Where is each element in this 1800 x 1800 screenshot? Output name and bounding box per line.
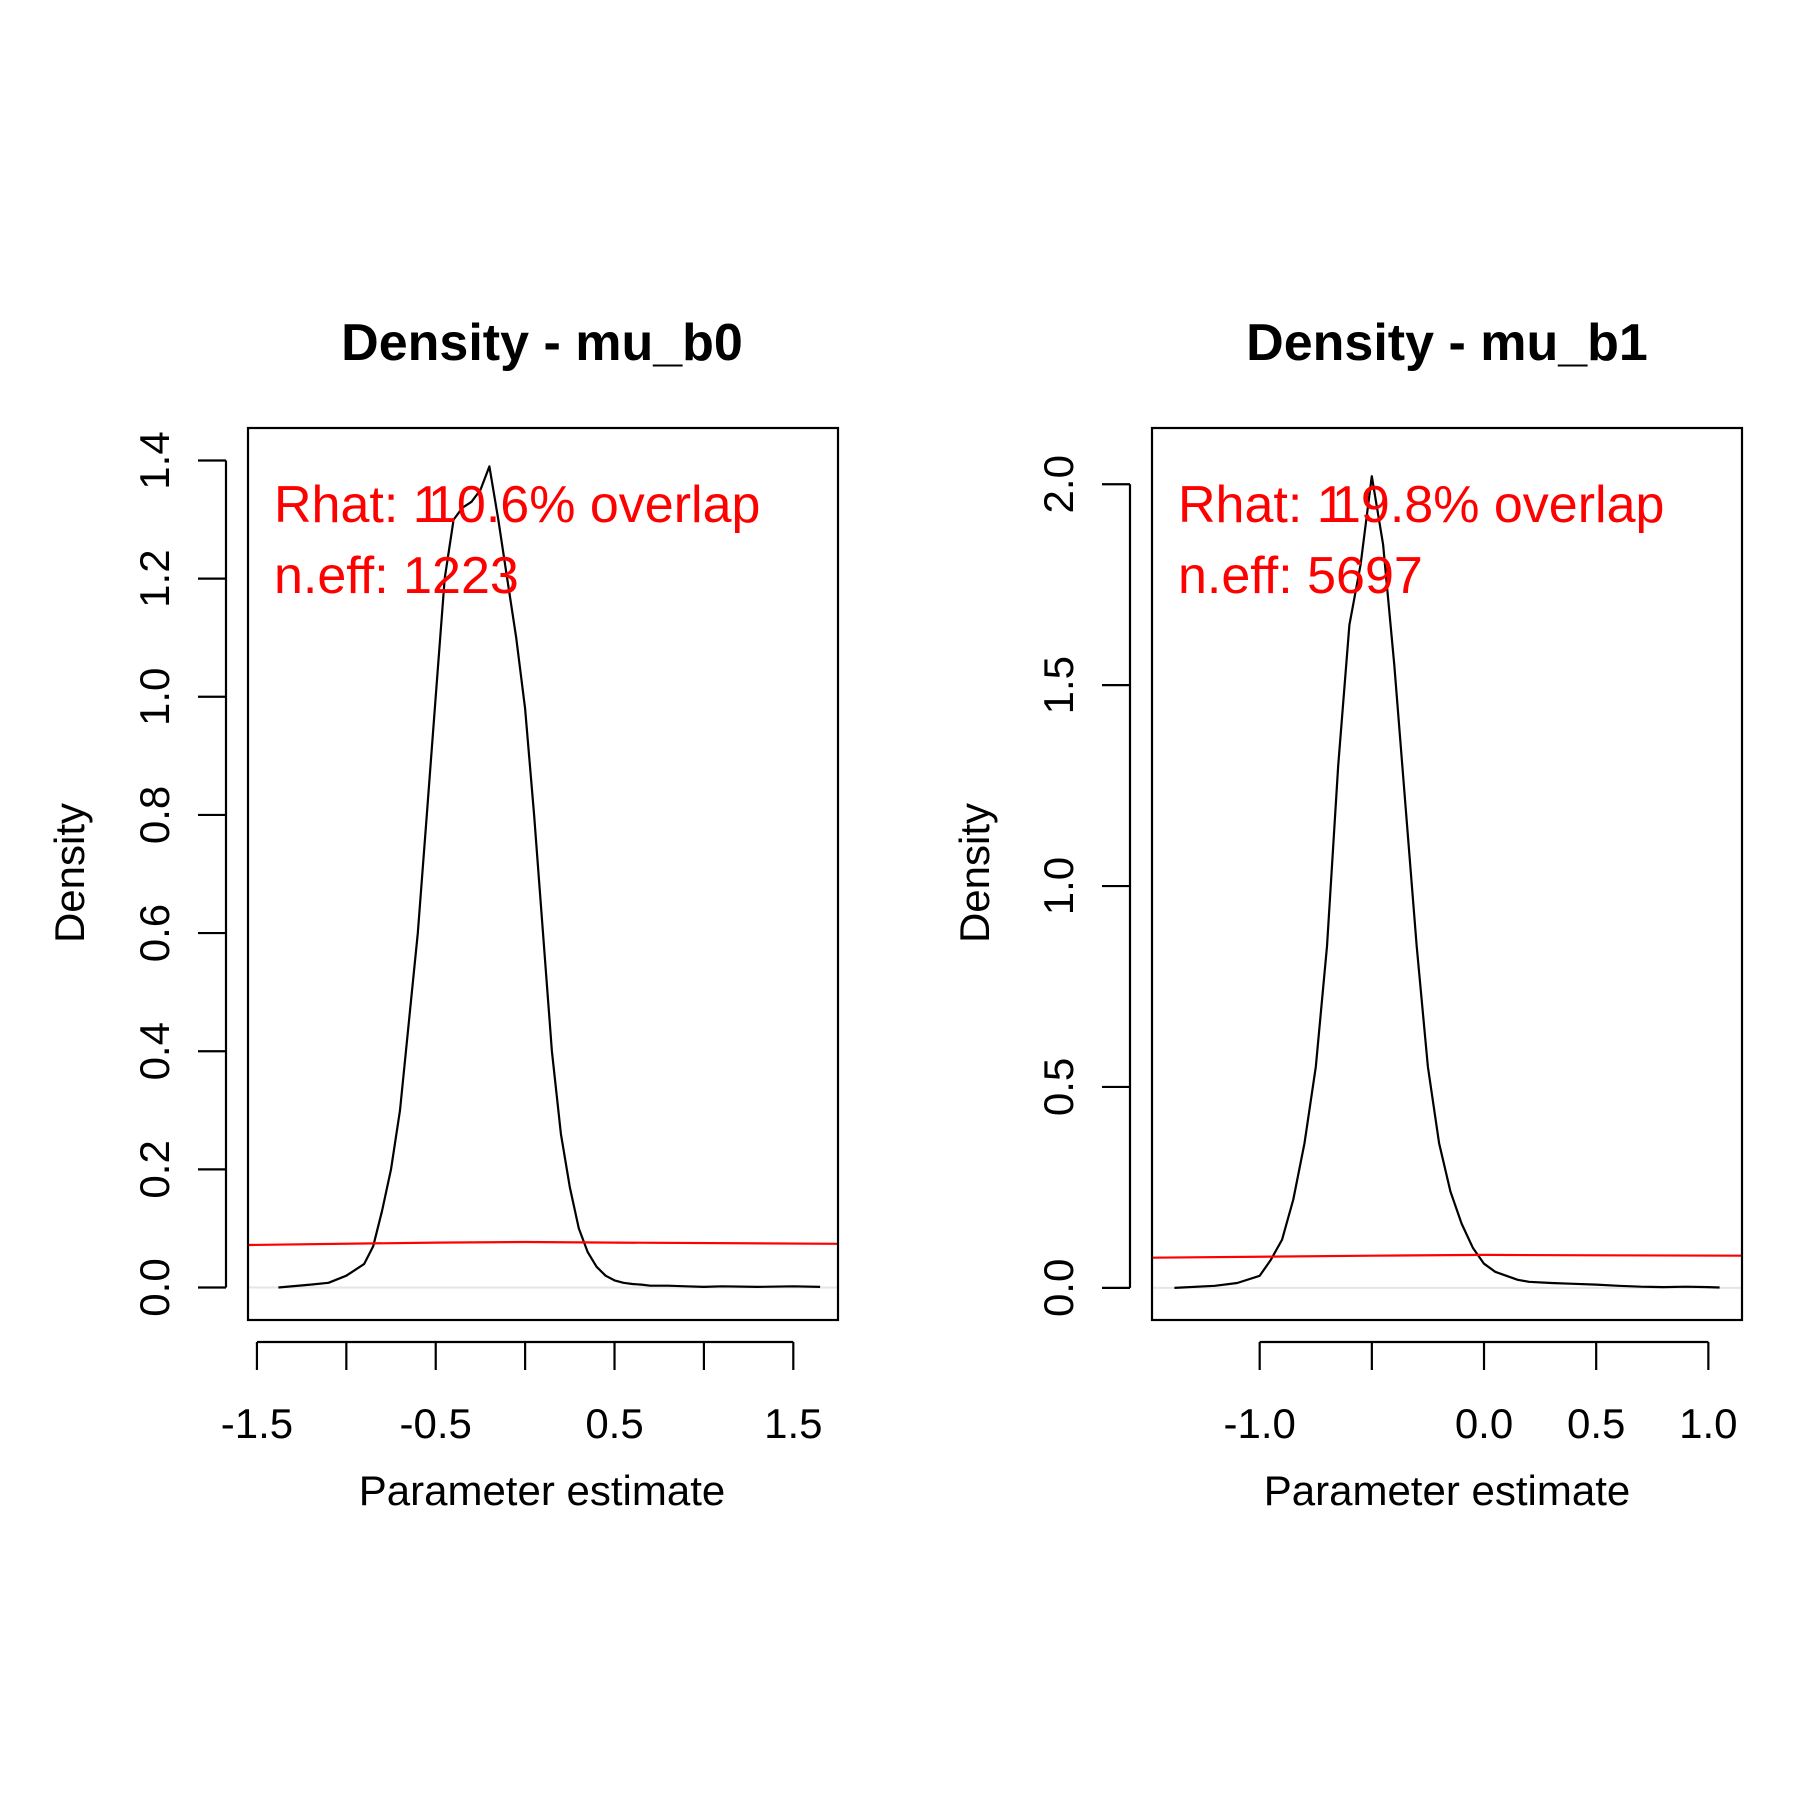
neff-label: n.eff: 5697 [1178,547,1423,605]
x-tick-label: -0.5 [400,1400,472,1447]
overlap-label: 19.8% overlap [1332,476,1664,534]
plot-area [247,465,839,1289]
y-tick-label: 0.4 [131,1022,178,1080]
y-tick-label: 2.0 [1035,455,1082,513]
y-tick-label: 0.2 [131,1140,178,1198]
y-tick-label: 0.0 [1035,1259,1082,1317]
prior-density-line [1151,1253,1743,1259]
x-tick-label: 0.0 [1455,1400,1513,1447]
plot-frame [246,426,840,1322]
rhat-label: Rhat: 1 [1178,476,1346,534]
y-tick-label: 0.0 [131,1258,178,1316]
density-panel-mu-b0: Density - mu_b0 Parameter estimate Densi… [46,314,840,1514]
neff-label: n.eff: 1223 [274,547,519,605]
y-tick-label: 0.6 [131,904,178,962]
chart-title: Density - mu_b1 [1246,314,1648,372]
x-axis-label: Parameter estimate [1264,1467,1630,1514]
x-axis: -1.5 -0.5 0.5 1.5 [221,1340,822,1447]
y-tick-label: 1.5 [1035,656,1082,714]
y-tick-label: 1.4 [131,431,178,489]
y-tick-label: 0.5 [1035,1058,1082,1116]
x-tick-label: 0.5 [1567,1400,1625,1447]
overlap-label: 10.6% overlap [428,476,760,534]
rhat-label: Rhat: 1 [274,476,442,534]
x-axis-label: Parameter estimate [359,1467,725,1514]
y-tick-label: 1.0 [131,668,178,726]
x-tick-label: -1.5 [221,1400,293,1447]
prior-density-line [247,1240,839,1247]
y-axis-label: Density [951,803,998,943]
posterior-density-line [1174,475,1720,1289]
y-axis: 0.0 0.2 0.4 0.6 0.8 1.0 1.2 1.4 [131,431,228,1317]
y-tick-label: 1.2 [131,549,178,607]
y-tick-label: 0.8 [131,786,178,844]
x-tick-label: 1.0 [1679,1400,1737,1447]
x-tick-label: 1.5 [764,1400,822,1447]
posterior-density-line [278,465,821,1289]
x-axis: -1.0 0.0 0.5 1.0 [1223,1340,1738,1447]
chart-title: Density - mu_b0 [341,314,743,372]
plot-frame [1150,426,1744,1322]
density-panel-mu-b1: Density - mu_b1 Parameter estimate Densi… [951,314,1744,1514]
y-axis-label: Density [46,803,93,943]
plot-area [1151,475,1743,1289]
y-axis: 0.0 0.5 1.0 1.5 2.0 [1035,455,1132,1317]
y-tick-label: 1.0 [1035,857,1082,915]
x-tick-label: 0.5 [585,1400,643,1447]
x-tick-label: -1.0 [1223,1400,1295,1447]
